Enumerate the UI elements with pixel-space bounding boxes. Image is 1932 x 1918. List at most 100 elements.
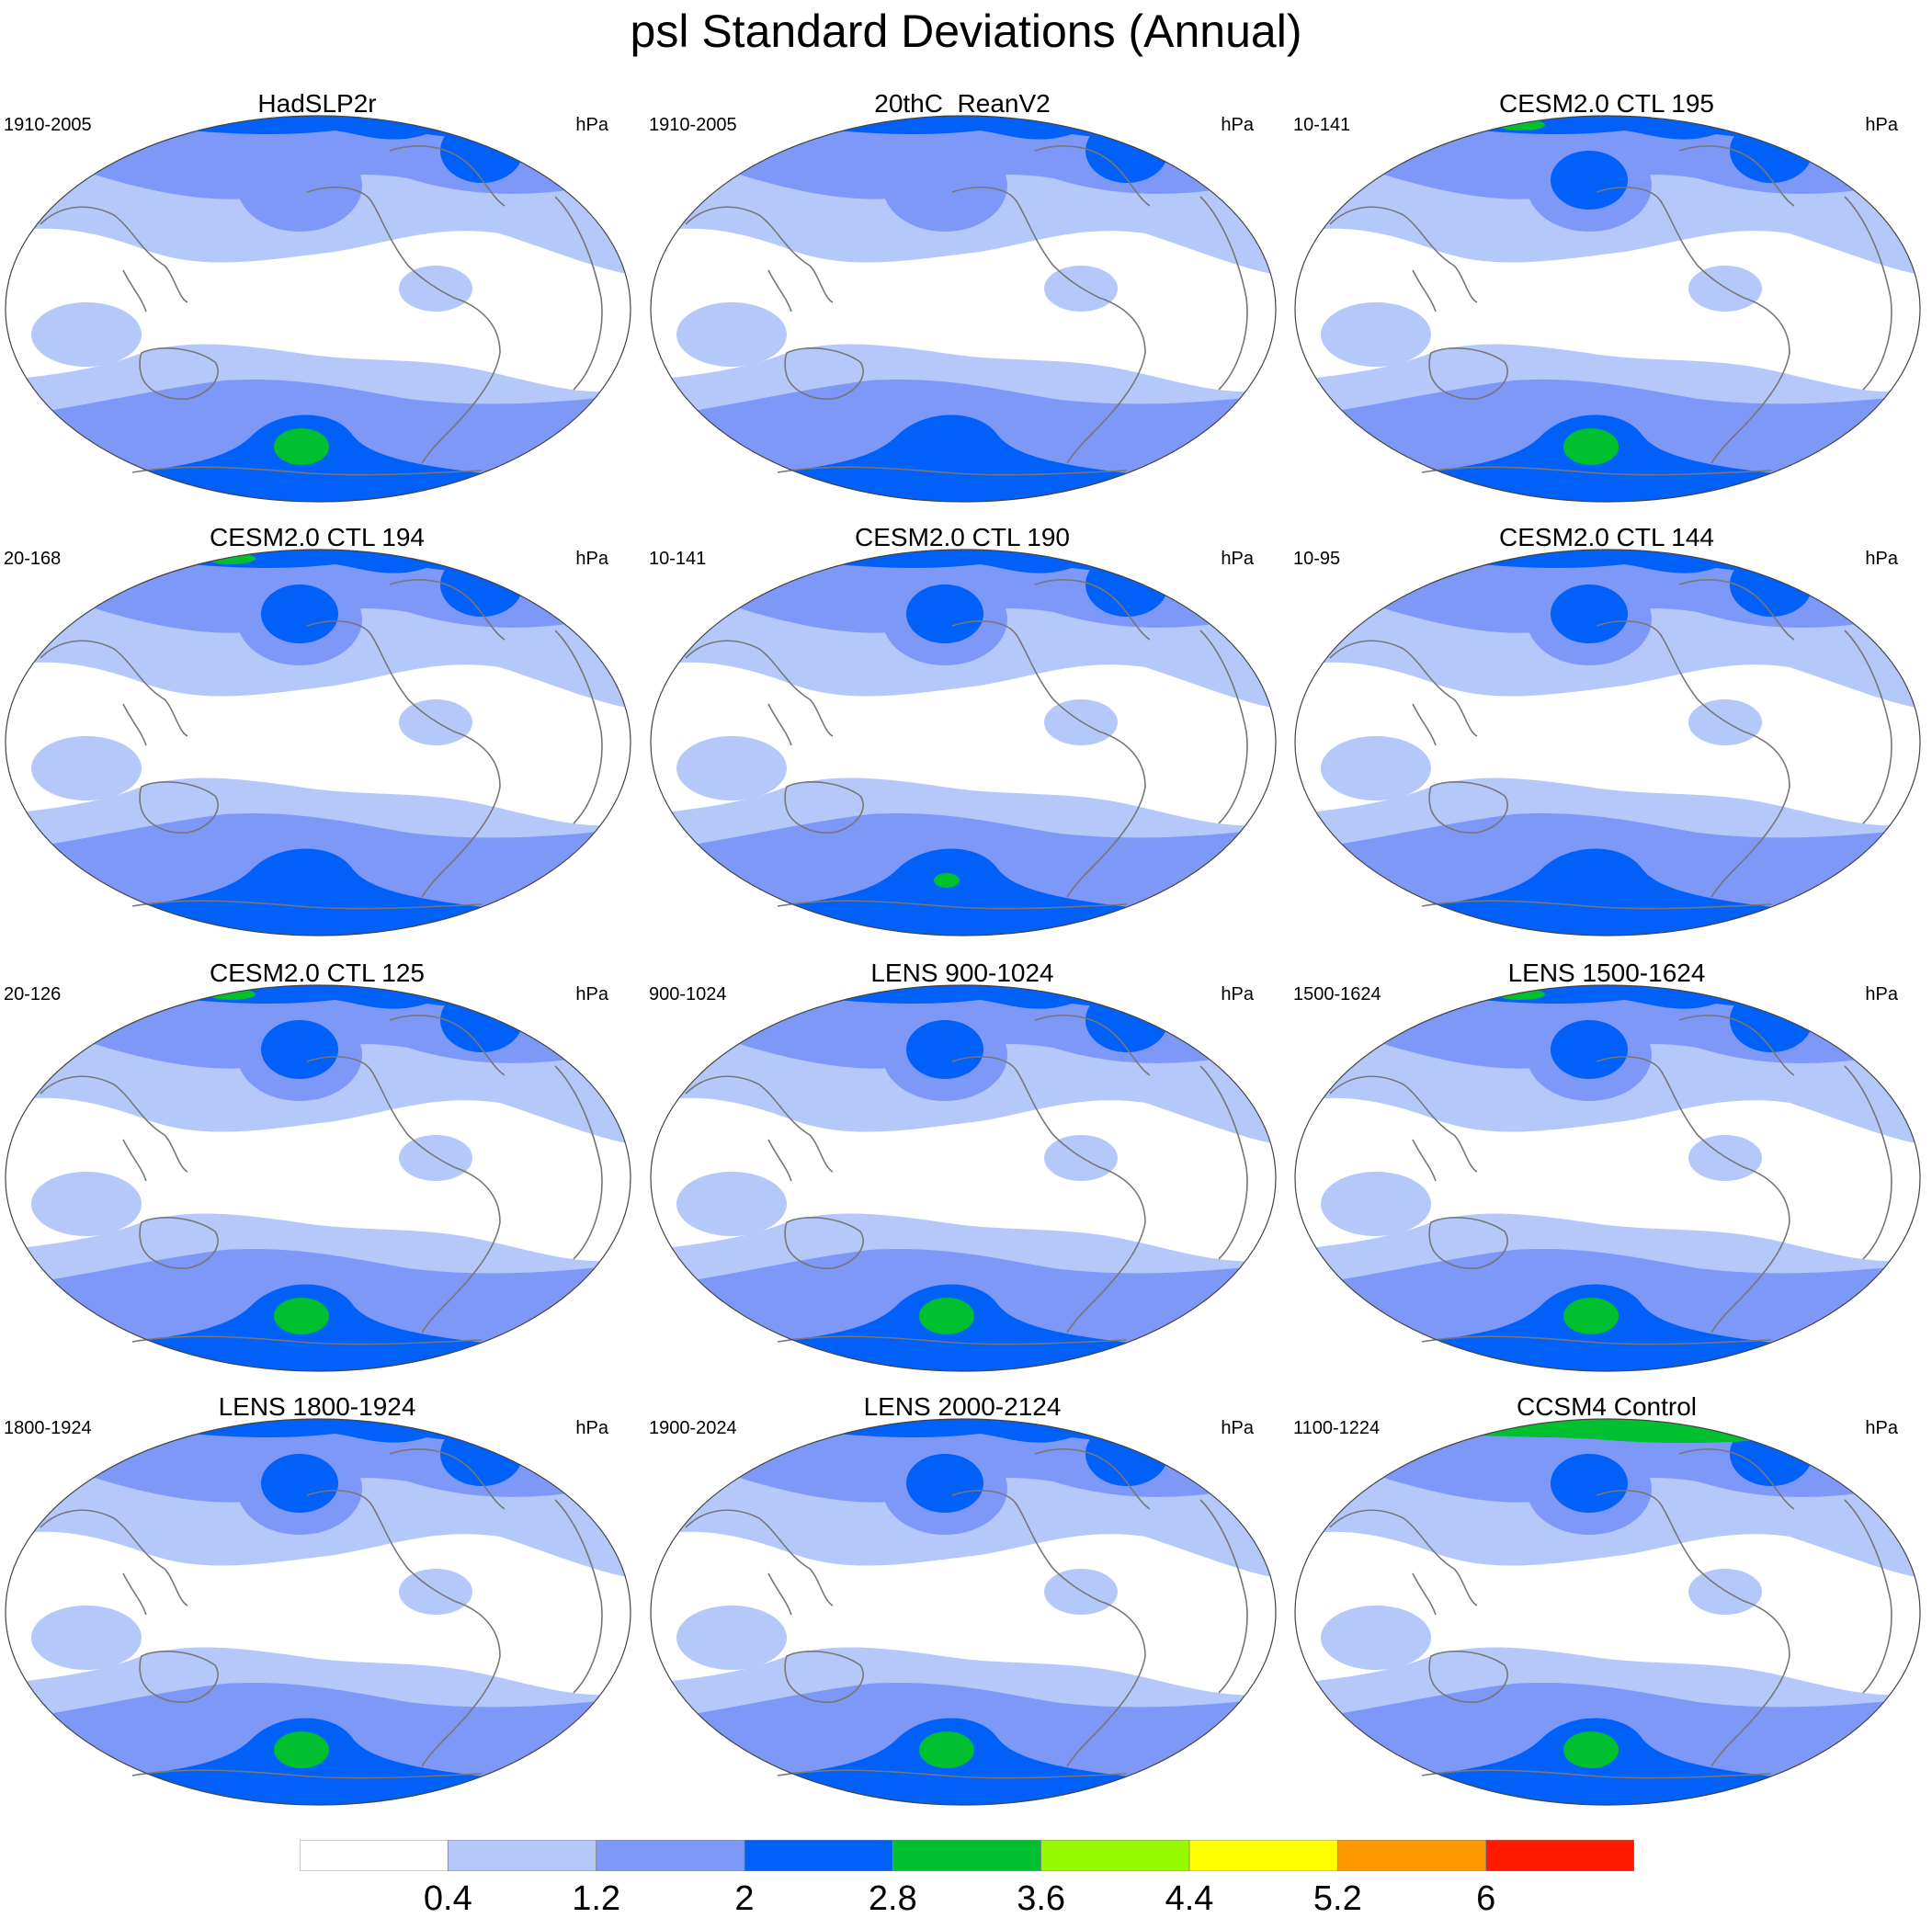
coast-asia xyxy=(1329,1075,1478,1182)
contour-light-inner xyxy=(676,1172,787,1236)
coast-americas xyxy=(306,620,501,898)
contour-fill xyxy=(651,550,1276,936)
coast-arctic xyxy=(389,1015,506,1076)
coast-antarctica xyxy=(1421,1769,1772,1779)
colorbar-tick-label: 2 xyxy=(734,1879,755,1918)
contour-light-inner xyxy=(1321,302,1431,367)
units-label: hPa xyxy=(1865,984,1898,1004)
contour-green-south xyxy=(1563,1298,1619,1334)
contour-light-inner xyxy=(31,736,142,800)
contour-fill xyxy=(651,1419,1276,1805)
coast-americas xyxy=(1596,1490,1790,1767)
map-border xyxy=(5,1418,631,1806)
colorbar-swatch xyxy=(744,1840,893,1871)
contour-blue-atlantic xyxy=(1085,988,1168,1052)
coast-antarctica xyxy=(777,466,1128,476)
contour-white-tropics xyxy=(651,1097,1276,1262)
coast-australia xyxy=(1428,781,1508,834)
contour-light-inner xyxy=(676,302,787,367)
map-panel: 20thC_ReanV2 1910-2005 hPa xyxy=(645,88,1279,506)
coastlines xyxy=(685,1015,1248,1345)
contour-light-inner xyxy=(676,736,787,800)
contour-blue-atlantic xyxy=(440,552,523,617)
coast-australia xyxy=(139,1217,219,1269)
period-label: 20-126 xyxy=(4,984,62,1004)
contour-blue-atlantic xyxy=(440,988,523,1052)
panel-title: CESM2.0 CTL 195 xyxy=(1499,89,1714,118)
contour-blue-south xyxy=(96,848,518,936)
panel-title: LENS 1500-1624 xyxy=(1507,959,1706,987)
panel-title: LENS 1800-1924 xyxy=(218,1392,416,1421)
contour-white-tropics xyxy=(6,1097,631,1262)
map-panel: CESM2.0 CTL 194 20-168 hPa xyxy=(0,522,634,940)
contour-blue-atlantic xyxy=(440,119,523,183)
colorbar-swatch xyxy=(1336,1840,1487,1871)
period-label: 10-141 xyxy=(649,549,707,569)
contour-white-tropics xyxy=(1295,1097,1920,1262)
units-label: hPa xyxy=(575,115,608,135)
world-map xyxy=(650,1418,1277,1806)
colorbar-tick-label: 0.4 xyxy=(423,1879,472,1918)
contour-white-tropics xyxy=(6,662,631,826)
panel-title: CESM2.0 CTL 190 xyxy=(855,523,1070,551)
coastlines xyxy=(685,145,1248,476)
units-label: hPa xyxy=(1221,1418,1254,1438)
coast-australia xyxy=(1428,347,1508,400)
coast-arctic xyxy=(389,1448,506,1510)
contour-green-south xyxy=(934,873,960,888)
colorbar-tick-label: 2.8 xyxy=(868,1879,917,1918)
contour-fill xyxy=(6,985,631,1371)
contour-blue-atlantic xyxy=(1085,552,1168,617)
contour-light-inner xyxy=(1688,266,1762,312)
contour-blue-atlantic xyxy=(1730,552,1813,617)
contour-green-south xyxy=(274,1731,329,1768)
contour-blue-aleutian xyxy=(1551,1020,1628,1079)
coast-asia xyxy=(1329,206,1478,312)
coast-australia xyxy=(1428,1651,1508,1703)
map-panel: LENS 2000-2124 1900-2024 hPa xyxy=(645,1391,1279,1810)
coast-antarctica xyxy=(777,900,1128,910)
colorbar xyxy=(300,1840,1634,1871)
coast-antarctica xyxy=(131,1769,483,1779)
contour-white-tropics xyxy=(1295,228,1920,392)
coast-australia xyxy=(1428,1217,1508,1269)
coast-americas xyxy=(306,187,501,464)
coast-africa xyxy=(1199,1065,1248,1260)
contour-green-south xyxy=(1563,1731,1619,1768)
contour-light-inner xyxy=(399,1569,472,1615)
coast-antarctica xyxy=(1421,900,1772,910)
contour-fill xyxy=(1295,985,1920,1371)
coast-asia xyxy=(40,206,188,312)
contour-blue-south xyxy=(741,414,1164,502)
period-label: 10-141 xyxy=(1293,115,1351,135)
coast-americas xyxy=(306,1490,501,1767)
map-panel: CCSM4 Control 1100-1224 hPa xyxy=(1290,1391,1924,1810)
contour-light-inner xyxy=(1688,1135,1762,1181)
contour-light-inner xyxy=(1044,1135,1118,1181)
colorbar-swatch xyxy=(300,1840,449,1871)
coast-africa xyxy=(554,1065,603,1260)
figure-title: psl Standard Deviations (Annual) xyxy=(630,6,1302,57)
contour-blue-atlantic xyxy=(1085,119,1168,183)
world-map xyxy=(1294,1418,1921,1806)
panel-title: LENS 900-1024 xyxy=(870,959,1054,987)
contour-white-tropics xyxy=(651,1531,1276,1696)
coast-australia xyxy=(139,781,219,834)
contour-blue-aleutian xyxy=(1551,1454,1628,1513)
contour-blue-aleutian xyxy=(906,584,983,643)
coast-arctic xyxy=(1678,1015,1795,1076)
coastlines xyxy=(1329,1448,1892,1779)
units-label: hPa xyxy=(575,1418,608,1438)
world-map xyxy=(650,984,1277,1372)
coast-asia xyxy=(40,1075,188,1182)
contour-green-south xyxy=(919,1298,974,1334)
coastlines xyxy=(1329,579,1892,910)
contour-light-inner xyxy=(1044,699,1118,745)
colorbar-swatch xyxy=(447,1840,597,1871)
map-border xyxy=(1294,1418,1921,1806)
colorbar-swatch xyxy=(596,1840,745,1871)
map-panel: CESM2.0 CTL 144 10-95 hPa xyxy=(1290,522,1924,940)
contour-blue-atlantic xyxy=(440,1422,523,1486)
panel-title: HadSLP2r xyxy=(257,89,377,118)
contour-white-tropics xyxy=(6,1531,631,1696)
